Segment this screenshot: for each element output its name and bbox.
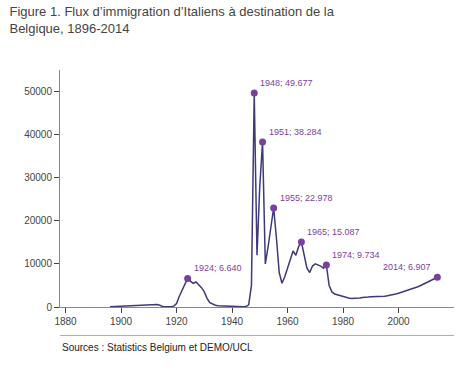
svg-text:1900: 1900 — [110, 316, 133, 327]
svg-text:1974; 9.734: 1974; 9.734 — [332, 250, 380, 260]
svg-text:1951; 38.284: 1951; 38.284 — [269, 127, 322, 137]
svg-text:1920: 1920 — [165, 316, 188, 327]
svg-text:1960: 1960 — [276, 316, 299, 327]
svg-text:1980: 1980 — [332, 316, 355, 327]
svg-text:1880: 1880 — [54, 316, 77, 327]
svg-text:40000: 40000 — [24, 129, 52, 140]
svg-text:1965; 15.087: 1965; 15.087 — [307, 227, 360, 237]
svg-text:1948; 49.677: 1948; 49.677 — [260, 78, 313, 88]
svg-text:1924; 6.640: 1924; 6.640 — [194, 263, 242, 273]
svg-text:0: 0 — [46, 302, 52, 313]
svg-text:Figure 1. Flux d’immigration d: Figure 1. Flux d’immigration d’Italiens … — [9, 4, 334, 36]
svg-text:20000: 20000 — [24, 215, 52, 226]
svg-text:Sources : Statistics Belgium e: Sources : Statistics Belgium et DEMO/UCL — [62, 342, 253, 353]
svg-text:10000: 10000 — [24, 258, 52, 269]
svg-text:2014; 6.907: 2014; 6.907 — [383, 262, 431, 272]
svg-text:1955; 22.978: 1955; 22.978 — [280, 193, 333, 203]
svg-text:1940: 1940 — [221, 316, 244, 327]
svg-text:2000: 2000 — [387, 316, 410, 327]
svg-text:30000: 30000 — [24, 172, 52, 183]
svg-text:50000: 50000 — [24, 86, 52, 97]
